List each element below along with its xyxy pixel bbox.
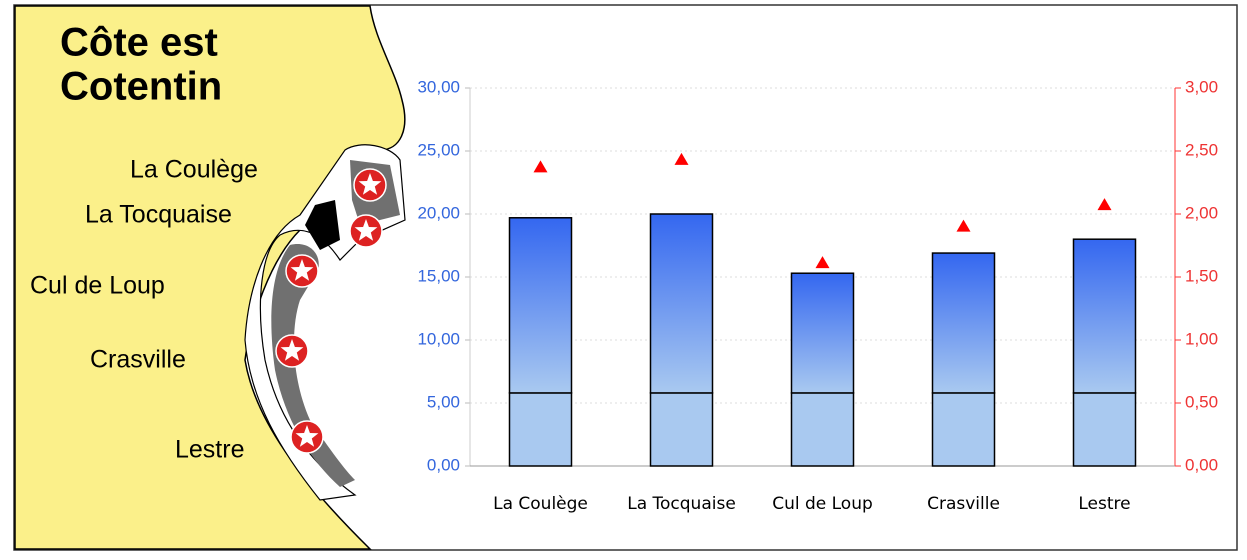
star	[358, 173, 382, 195]
map-title: Cotentin	[60, 65, 222, 109]
bar-segment	[649, 213, 714, 394]
y-tick-label: 30,00	[417, 77, 460, 96]
y2-tick-label: 2,50	[1185, 140, 1218, 159]
star	[280, 339, 304, 361]
bar-segment	[790, 272, 855, 394]
bar-segment	[508, 392, 573, 467]
y-tick-label: 5,00	[427, 392, 460, 411]
y2-tick-label: 2,00	[1185, 203, 1218, 222]
y-tick-label: 0,00	[427, 455, 460, 474]
bar-segment	[931, 252, 996, 394]
place-label: Cul de Loup	[30, 272, 165, 300]
y2-tick-label: 3,00	[1185, 77, 1218, 96]
zone	[271, 244, 355, 487]
x-tick-label: La Tocquaise	[627, 494, 736, 514]
marker	[533, 160, 548, 173]
cliff	[305, 200, 340, 250]
site-markers	[275, 168, 387, 454]
star	[295, 425, 319, 447]
x-tick-label: La Coulège	[493, 494, 588, 514]
x-tick-label: Lestre	[1078, 494, 1130, 514]
bar-segment	[1072, 392, 1137, 467]
star	[290, 259, 314, 281]
star	[354, 219, 378, 241]
y2-tick-label: 1,00	[1185, 329, 1218, 348]
place-label: Lestre	[175, 436, 244, 464]
bar-segment	[1072, 238, 1137, 394]
bar-segment	[931, 392, 996, 467]
bar-segment	[508, 217, 573, 394]
map-title: Côte est	[60, 21, 218, 65]
x-tick-label: Cul de Loup	[772, 494, 873, 514]
marker	[956, 219, 971, 232]
y2-tick-label: 0,00	[1185, 455, 1218, 474]
stars	[280, 173, 382, 447]
place-label: Crasville	[90, 346, 186, 374]
y-tick-label: 20,00	[417, 203, 460, 222]
y-tick-label: 10,00	[417, 329, 460, 348]
bar-segment	[790, 392, 855, 467]
y2-tick-label: 1,50	[1185, 266, 1218, 285]
marker	[1097, 198, 1112, 211]
x-tick-label: Crasville	[927, 494, 1000, 514]
marker	[815, 256, 830, 269]
place-label: La Coulège	[130, 156, 258, 184]
y-tick-label: 25,00	[417, 140, 460, 159]
y2-tick-label: 0,50	[1185, 392, 1218, 411]
marker	[674, 152, 689, 165]
place-label: La Tocquaise	[85, 201, 232, 229]
bar-segment	[649, 392, 714, 467]
y-tick-label: 15,00	[417, 266, 460, 285]
plot: 0,00 5,00 10,00 15,00 20,00 25,00 30,00 0,00 0,5…	[417, 77, 1218, 514]
